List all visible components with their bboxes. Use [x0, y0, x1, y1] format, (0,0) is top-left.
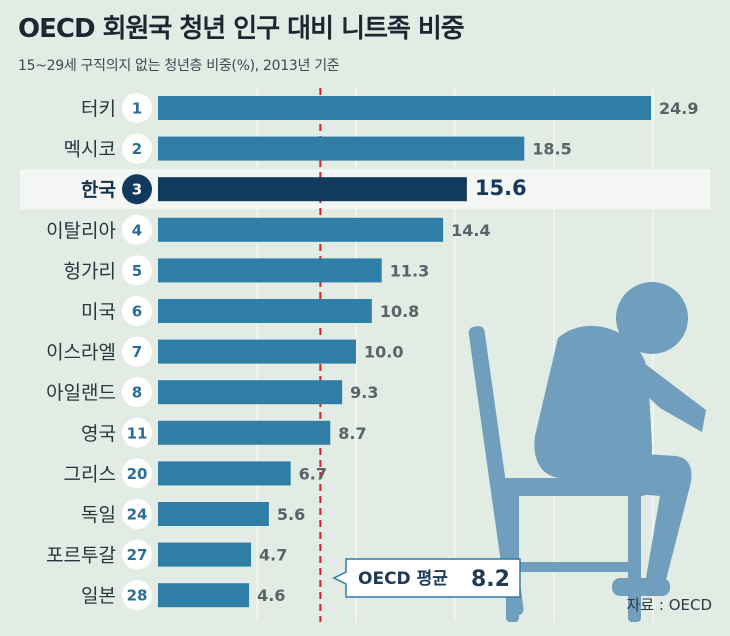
value-label: 4.6: [257, 586, 285, 605]
bar: [158, 258, 382, 283]
rank-number: 11: [127, 424, 148, 442]
rank-number: 24: [127, 506, 148, 524]
rank-number: 5: [132, 262, 142, 280]
category-label: 터키: [81, 98, 116, 120]
chart-subtitle: 15~29세 구직의지 없는 청년층 비중(%), 2013년 기준: [18, 58, 340, 74]
value-label: 24.9: [659, 99, 698, 118]
rank-number: 20: [127, 465, 148, 483]
rank-badge: [122, 296, 152, 326]
average-value: 8.2: [471, 567, 510, 592]
category-label: 아일랜드: [46, 382, 116, 404]
bar: [158, 217, 444, 242]
bar: [158, 380, 343, 405]
category-labels: 터키 1 멕시코 2 한국 3 이탈리아 4 헝가리 5 미국 6 이스라엘 7 아일랜드 8 영국 11 그리스 2…: [46, 93, 152, 611]
category-label: 멕시코: [64, 139, 116, 161]
rank-number: 27: [127, 546, 148, 564]
category-label: 이스라엘: [46, 342, 116, 364]
value-label: 10.8: [380, 302, 419, 321]
value-label: 6.7: [299, 464, 327, 483]
bar: [158, 502, 269, 526]
rank-badge: [122, 417, 152, 448]
average-label: OECD 평균: [358, 569, 448, 589]
rank-number: 1: [132, 100, 142, 118]
rank-badge: [122, 93, 152, 123]
bar: [158, 177, 467, 202]
category-label: 한국: [81, 179, 116, 201]
rank-badge: [122, 214, 152, 245]
category-label: 독일: [81, 504, 116, 526]
category-label: 일본: [81, 585, 116, 607]
bar: [158, 299, 372, 323]
rank-number: 2: [132, 140, 142, 158]
oecd-average-callout: OECD 평균 8.2: [332, 558, 521, 598]
value-label: 4.7: [259, 546, 287, 565]
value-label: 5.6: [277, 505, 305, 524]
rank-badge: [122, 336, 152, 367]
rank-number: 7: [132, 343, 142, 361]
value-label: 8.7: [338, 424, 366, 443]
rank-number: 8: [132, 384, 142, 402]
rank-number: 6: [132, 303, 142, 321]
rank-number: 28: [127, 587, 148, 605]
value-label: 15.6: [475, 176, 527, 200]
category-label: 미국: [81, 301, 116, 323]
rank-badge: [122, 377, 152, 408]
category-label: 그리스: [64, 463, 116, 485]
rank-badge: [122, 499, 152, 529]
rank-badge: [122, 174, 152, 205]
value-label: 11.3: [390, 261, 429, 280]
category-label: 헝가리: [64, 260, 116, 282]
chart-title: OECD 회원국 청년 인구 대비 니트족 비중: [18, 14, 465, 44]
rank-badge: [122, 580, 152, 611]
bar: [158, 136, 525, 161]
value-label: 9.3: [350, 383, 378, 402]
rank-badge: [122, 458, 152, 489]
value-label: 18.5: [532, 140, 571, 159]
rank-number: 3: [132, 181, 142, 199]
category-label: 이탈리아: [46, 220, 116, 242]
sitting-person-icon: [468, 282, 706, 622]
bar: [158, 583, 250, 608]
bar: [158, 339, 356, 364]
rank-badge: [122, 539, 152, 570]
bars: 24.9 18.5 15.6 14.4 11.3 10.8 10.0 9.3 8.7 6.7 5.6…: [158, 96, 698, 608]
rank-number: 4: [132, 221, 142, 239]
rank-badge: [122, 133, 152, 164]
bar: [158, 461, 291, 486]
bar: [158, 96, 651, 120]
bar: [158, 420, 331, 445]
category-label: 영국: [81, 423, 116, 445]
rank-badge: [122, 255, 152, 286]
category-label: 포르투갈: [46, 545, 116, 567]
source-note: 자료 : OECD: [626, 596, 713, 614]
bar: [158, 542, 252, 567]
value-label: 14.4: [451, 221, 490, 240]
average-callout-box: [332, 558, 521, 598]
value-label: 10.0: [364, 343, 403, 362]
